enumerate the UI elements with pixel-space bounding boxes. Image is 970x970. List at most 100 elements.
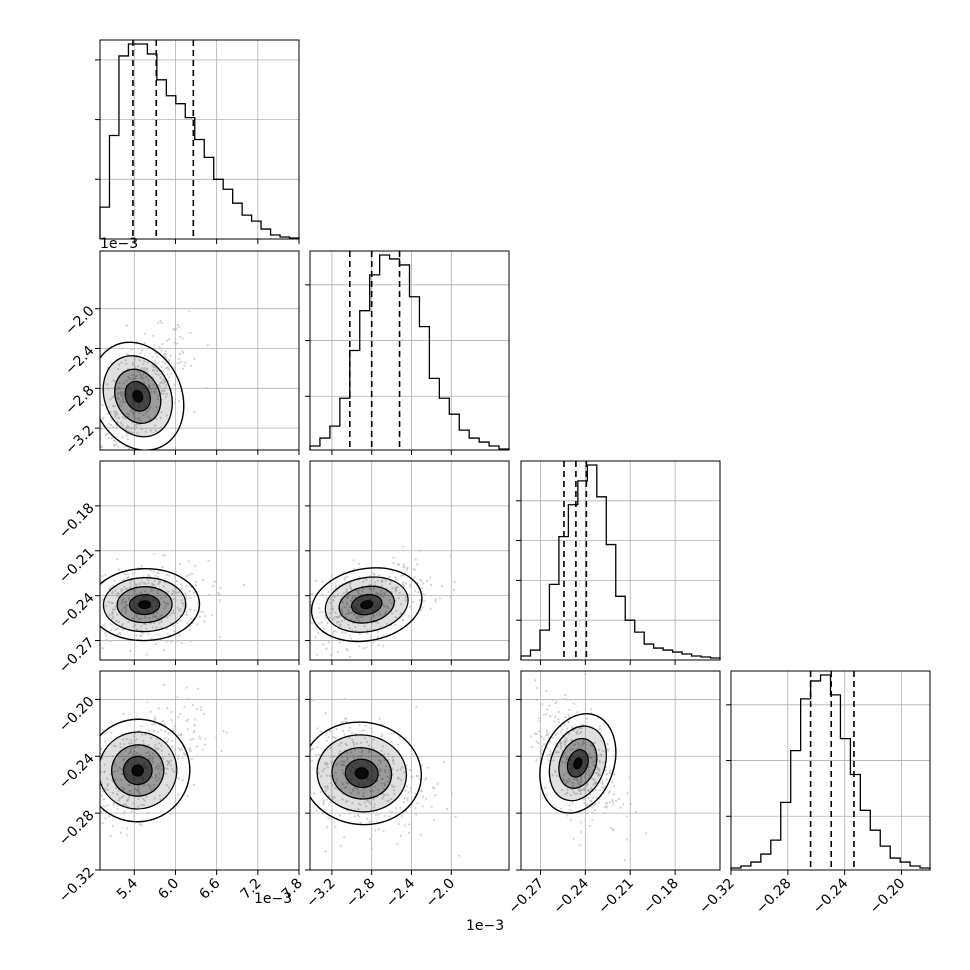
scatter-param0-vs-param3-point [170,739,173,743]
scatter-param0-vs-param1-point [155,406,158,409]
scatter-param2-vs-param3-point [579,779,583,783]
scatter-param1-vs-param2-point [319,611,322,614]
scatter-param0-vs-param2-point [126,577,129,580]
scatter-param1-vs-param2-point [349,582,352,585]
scatter-param0-vs-param2-point [218,593,221,596]
scatter-param1-vs-param3-point [343,697,346,701]
scatter-param0-vs-param3-point [158,742,161,745]
scatter-param0-vs-param3-point [136,752,139,755]
scatter-param0-vs-param2-point [120,602,123,605]
scatter-param1-vs-param3-point [397,777,400,780]
scatter-param0-vs-param1-point [127,413,130,416]
offset-label-param0-hist: 1e−3 [100,236,138,252]
scatter-param0-vs-param1-point [131,374,134,377]
scatter-param0-vs-param3-point [106,777,109,780]
scatter-param2-vs-param3-point [569,808,572,811]
scatter-param0-vs-param3-point [96,800,98,802]
scatter-param0-vs-param1-point [160,411,163,414]
scatter-param0-vs-param3-contour-4 [131,764,144,777]
scatter-param0-vs-param3-point [154,776,157,779]
scatter-param0-vs-param2-point [153,552,156,555]
scatter-param0-vs-param1-point [121,395,124,398]
scatter-param1-vs-param3-point [405,785,408,788]
scatter-param0-vs-param1-point [142,381,146,384]
scatter-param0-vs-param3-xticklabel-1: 6.0 [155,876,182,903]
scatter-param0-vs-param1-yticklabel-0: −3.2 [62,422,97,457]
scatter-param1-vs-param2-point [399,574,403,577]
scatter-param0-vs-param2-point [201,578,205,582]
scatter-param1-vs-param3-point [356,813,359,817]
scatter-param2-vs-param3-xticklabel-3: −0.18 [640,876,682,918]
scatter-param2-vs-param3-point [535,699,538,702]
scatter-param1-vs-param3-point [360,751,363,754]
scatter-param1-vs-param3-point [382,795,385,798]
scatter-param1-vs-param2-point [310,593,313,596]
scatter-param0-vs-param2-point [140,581,143,584]
scatter-param1-vs-param3-point [328,774,331,777]
scatter-param0-vs-param3-point [80,791,82,793]
scatter-param0-vs-param1-point [152,383,155,386]
scatter-param0-vs-param3-point [181,778,184,782]
scatter-param1-vs-param3-point [334,825,337,829]
scatter-param0-vs-param1-point [143,360,146,363]
scatter-param0-vs-param3-point [147,751,150,754]
scatter-param2-vs-param3-point [586,803,589,806]
scatter-param0-vs-param3-point [180,748,183,751]
scatter-param1-vs-param2-point [453,580,456,583]
scatter-param1-vs-param3-point [379,761,382,764]
scatter-param1-vs-param2-point [356,618,359,621]
scatter-param0-vs-param2-point [90,582,92,584]
scatter-param0-vs-param1-point [144,430,147,433]
scatter-param1-vs-param3-point [386,793,389,797]
scatter-param1-vs-param3-point [424,797,428,800]
scatter-param0-vs-param2-point [118,568,121,571]
scatter-param0-vs-param3-point [186,795,189,798]
scatter-param0-vs-param3-point [92,732,94,734]
scatter-param0-vs-param1-point [159,376,162,379]
scatter-param0-vs-param1-point [122,399,125,402]
scatter-param1-vs-param3-point [326,766,329,769]
scatter-param2-vs-param3-point [569,748,572,751]
scatter-param1-vs-param2-point [330,604,333,607]
scatter-param1-vs-param2-point [388,599,391,602]
scatter-param0-vs-param2-point [135,583,138,586]
scatter-param0-vs-param3-point [195,707,199,710]
scatter-param0-vs-param1-point [101,403,104,407]
scatter-param1-vs-param3-point [342,729,345,733]
scatter-param0-vs-param1-point [121,416,125,419]
scatter-param0-vs-param3-point [138,823,141,826]
scatter-param2-vs-param3-point [601,786,604,789]
scatter-param0-vs-param3-point [204,737,207,740]
scatter-param0-vs-param3-point [165,772,168,775]
scatter-param0-vs-param1-point [134,417,137,420]
scatter-param2-vs-param3-point [539,751,543,754]
scatter-param1-vs-param2-point [356,589,359,592]
scatter-param0-vs-param2-point [203,620,206,623]
scatter-param0-vs-param2-point [132,625,136,628]
scatter-param1-vs-param2-point [402,563,405,566]
scatter-param2-vs-param3-point [576,732,579,735]
scatter-param0-vs-param3-point [158,765,161,768]
scatter-param0-vs-param2-point [154,574,157,577]
scatter-param0-vs-param2-point [201,610,204,614]
scatter-param0-vs-param3-point [159,798,162,801]
scatter-param0-vs-param3-point [88,791,90,793]
scatter-param2-vs-param3-point [593,759,596,763]
scatter-param2-vs-param3-point [546,754,549,758]
scatter-param1-vs-param3-point [342,760,345,763]
scatter-param0-vs-param1-contour-0 [100,341,185,450]
scatter-param0-vs-param2-point [93,575,95,577]
scatter-param1-vs-param2-point [352,559,355,562]
scatter-param0-vs-param2-point [208,593,211,597]
scatter-param0-vs-param2-point [115,595,118,598]
scatter-param1-vs-param2-point [429,607,432,611]
scatter-param0-vs-param3-point [101,729,104,732]
scatter-param1-vs-param3-point [328,729,331,733]
scatter-param2-vs-param3-point [551,774,554,777]
scatter-param0-vs-param1-point [153,390,156,393]
scatter-param1-vs-param3-point [343,836,346,839]
scatter-param0-vs-param2-point [218,635,221,638]
scatter-param0-vs-param2-point [179,608,182,611]
scatter-param1-vs-param3-point [393,792,396,795]
hist-param0-steps [99,43,300,239]
